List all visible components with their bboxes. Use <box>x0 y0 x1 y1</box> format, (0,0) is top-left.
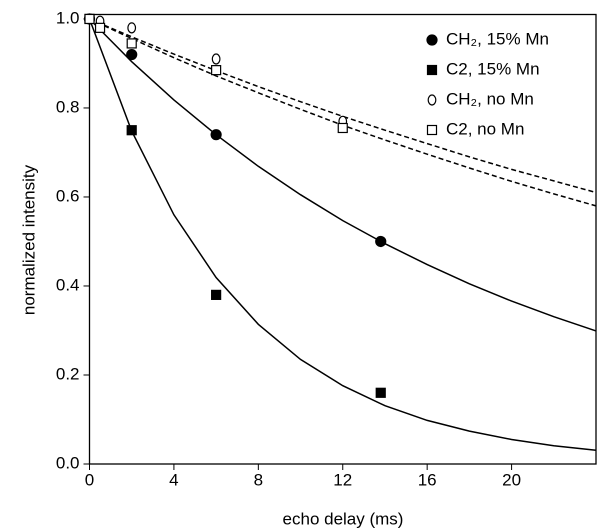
x-tick-label: 0 <box>85 470 94 489</box>
marker <box>375 235 387 248</box>
y-tick-label: 0.0 <box>56 453 80 472</box>
legend-marker <box>426 34 438 46</box>
y-axis-label: normalized intensity <box>19 164 38 315</box>
marker <box>84 13 95 25</box>
legend-marker <box>427 94 437 106</box>
x-tick-label: 8 <box>254 470 263 489</box>
fit-line <box>88 18 597 332</box>
legend-label: C2, no Mn <box>446 119 524 138</box>
marker <box>126 125 137 136</box>
legend-marker <box>426 64 438 76</box>
marker <box>211 65 222 76</box>
y-tick-label: 0.8 <box>56 97 80 116</box>
marker <box>94 22 106 33</box>
y-tick-label: 0.2 <box>56 364 80 383</box>
x-tick-label: 4 <box>169 470 178 489</box>
x-axis-label: echo delay (ms) <box>283 509 404 528</box>
fit-line <box>88 18 597 451</box>
x-tick-label: 20 <box>502 470 521 489</box>
marker <box>375 387 386 398</box>
x-tick-label: 12 <box>333 470 352 489</box>
y-tick-label: 0.4 <box>56 275 80 294</box>
legend-label: CH₂, 15% Mn <box>446 29 549 48</box>
marker <box>210 129 222 141</box>
marker <box>337 122 348 134</box>
marker <box>126 38 137 49</box>
marker <box>127 22 137 34</box>
x-tick-label: 16 <box>418 470 437 489</box>
y-tick-label: 0.6 <box>56 186 80 205</box>
plot-frame <box>88 13 597 465</box>
legend-label: C2, 15% Mn <box>446 59 540 78</box>
legend-marker <box>426 124 438 136</box>
fit-line <box>89 18 597 194</box>
marker <box>126 48 138 61</box>
legend-label: CH₂, no Mn <box>446 89 534 108</box>
y-tick-label: 1.0 <box>56 8 80 27</box>
marker <box>211 289 222 300</box>
marker <box>211 53 221 65</box>
